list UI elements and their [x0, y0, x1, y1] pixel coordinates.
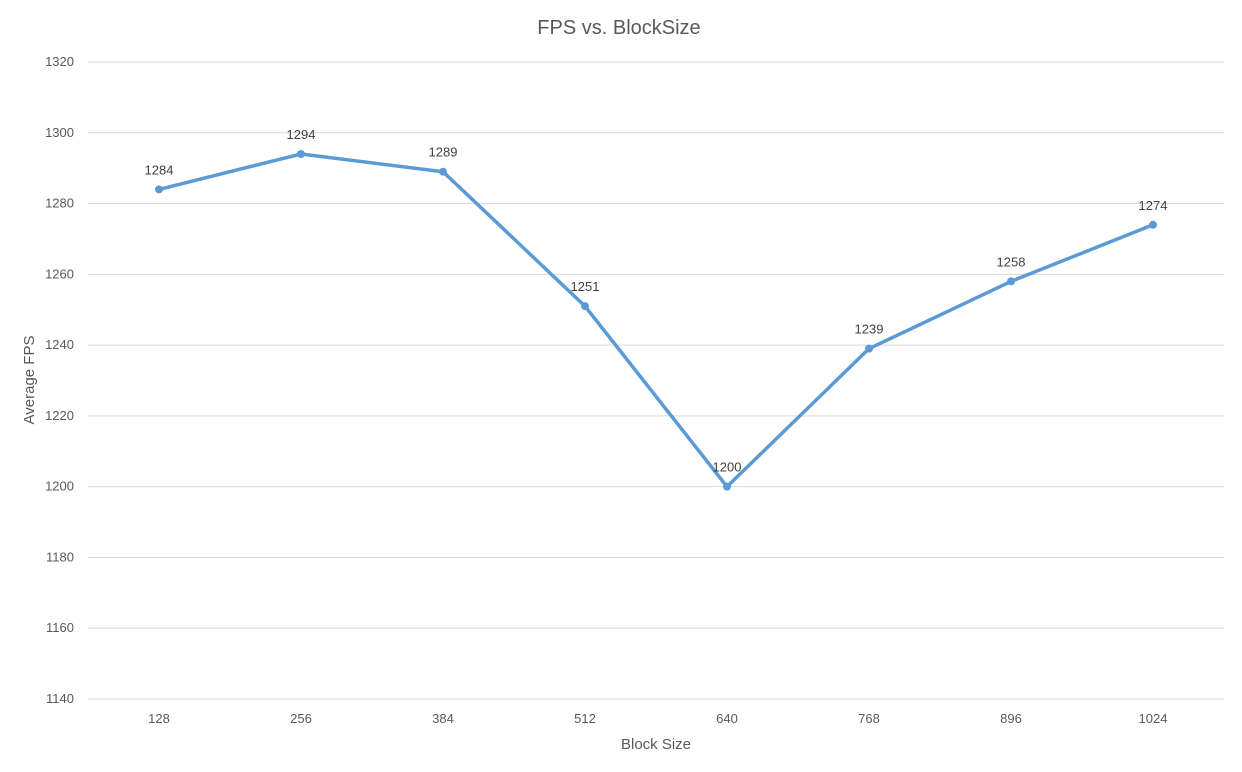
- data-point: [1149, 220, 1157, 229]
- chart-title: FPS vs. BlockSize: [537, 17, 700, 39]
- data-point: [723, 482, 731, 491]
- y-tick-label: 1220: [45, 408, 74, 423]
- data-label: 1239: [855, 322, 884, 337]
- data-point: [439, 167, 447, 176]
- y-tick-label: 1280: [45, 196, 74, 211]
- data-label: 1274: [1139, 198, 1168, 213]
- y-tick-label: 1180: [46, 549, 74, 564]
- data-point: [865, 344, 873, 353]
- x-tick-label: 128: [148, 711, 170, 726]
- data-label: 1258: [997, 254, 1026, 269]
- data-point: [297, 150, 305, 159]
- x-tick-label: 256: [290, 711, 312, 726]
- x-axis-label: Block Size: [621, 736, 691, 753]
- y-tick-label: 1320: [45, 54, 74, 69]
- y-tick-label: 1160: [46, 620, 74, 635]
- data-label: 1251: [571, 279, 600, 294]
- data-point: [581, 302, 589, 311]
- data-point: [155, 185, 163, 194]
- y-axis-ticks: 1140 1160 1180 1200 1220 1240 1260 1280 1300 1320: [45, 54, 74, 706]
- series-line: [157, 152, 1155, 489]
- x-axis-ticks: 128 256 384 512 640 768 896 1024: [148, 711, 1167, 726]
- y-tick-label: 1260: [45, 266, 74, 281]
- x-tick-label: 384: [432, 711, 454, 726]
- y-tick-label: 1300: [45, 125, 74, 140]
- data-label: 1200: [713, 460, 742, 475]
- x-tick-label: 1024: [1139, 711, 1168, 726]
- data-label: 1294: [287, 127, 316, 142]
- x-tick-label: 896: [1000, 711, 1022, 726]
- series-layer: [155, 150, 1157, 491]
- y-axis-label: Average FPS: [21, 336, 38, 425]
- data-label: 1289: [429, 145, 458, 160]
- data-label: 1284: [145, 162, 174, 177]
- x-tick-label: 640: [716, 711, 738, 726]
- data-labels: 1284 1294 1289 1251 1200 1239 1258 1274: [145, 127, 1168, 475]
- gridlines: [88, 61, 1224, 700]
- data-point: [1007, 277, 1015, 286]
- y-tick-label: 1140: [46, 691, 74, 706]
- y-tick-label: 1240: [45, 337, 74, 352]
- y-tick-label: 1200: [45, 479, 74, 494]
- x-tick-label: 768: [858, 711, 880, 726]
- x-tick-label: 512: [574, 711, 596, 726]
